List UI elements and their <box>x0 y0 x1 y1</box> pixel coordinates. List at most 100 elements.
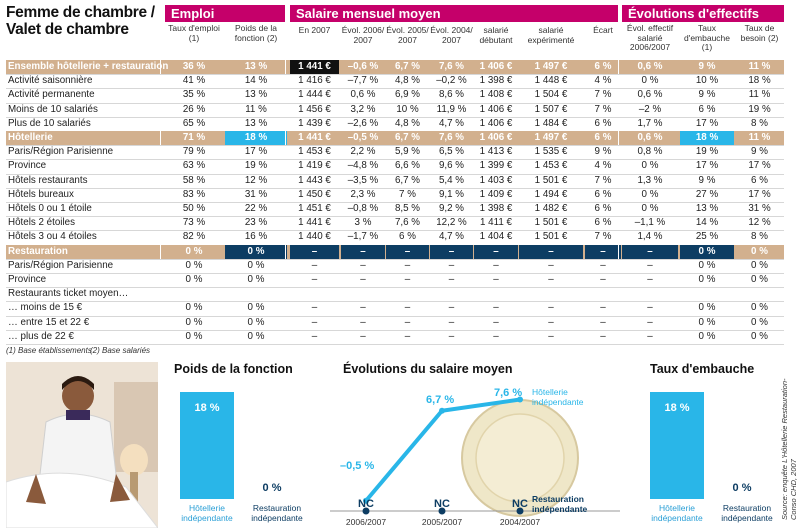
column-header: Évol. 2006/ 2007 <box>341 25 385 45</box>
row-divider <box>6 230 784 232</box>
axis-label-hotellerie: Hôtellerie indépendante <box>651 503 703 523</box>
column-divider <box>618 244 619 259</box>
table-cell: 19 % <box>748 103 771 115</box>
table-cell <box>290 287 339 301</box>
table-cell: 10 % <box>695 75 719 87</box>
table-cell: – <box>600 259 606 271</box>
table-cell: 17 % <box>695 117 719 129</box>
table-cell: 8,6 % <box>438 89 465 101</box>
row-divider <box>6 159 784 161</box>
series-point <box>439 407 445 414</box>
table-cell: – <box>600 302 606 314</box>
table-cell: 9 % <box>698 61 716 72</box>
table-cell: 0 % <box>185 245 203 257</box>
table-cell: – <box>448 316 455 328</box>
table-row: Moins de 10 salariés 26 % 11 % 1 456 € 3,2 %… <box>6 103 784 117</box>
table-cell: – <box>311 259 318 271</box>
column-divider <box>285 131 286 146</box>
table-row: Activité permanente 35 % 13 % 1 444 € 0,6 % 6… <box>6 88 784 102</box>
row-divider <box>6 315 784 317</box>
table-cell: 1 497 € <box>534 61 568 72</box>
table-cell: –3,5 % <box>347 174 379 186</box>
table-cell <box>474 287 518 301</box>
table-cell: 9 % <box>698 89 716 101</box>
table-cell: – <box>448 274 455 285</box>
table-cell: 6,7 % <box>394 132 421 143</box>
table-cell <box>680 287 734 301</box>
column-header: Taux de besoin (2) <box>740 23 779 43</box>
table-cell: – <box>600 274 606 285</box>
table-cell: – <box>386 244 429 259</box>
point-label-nc: NC <box>434 498 450 510</box>
table-cell: 13 % <box>244 117 268 129</box>
series-point-nc <box>362 507 370 515</box>
table-cell: 36 % <box>182 61 206 72</box>
source-note: Source: enquête L'Hôtellerie Restauratio… <box>780 378 798 520</box>
table-cell: 1 450 € <box>298 188 331 200</box>
table-cell: – <box>493 259 499 271</box>
column-divider <box>285 244 286 259</box>
row-divider <box>6 88 784 90</box>
table-cell: 13 % <box>244 89 268 101</box>
table-cell: 31 % <box>748 203 771 214</box>
table-cell: 0 % <box>680 244 734 259</box>
table-cell: – <box>600 330 606 342</box>
column-header: Évol. effectif salarié 2006/2007 <box>626 23 674 52</box>
point-label-nc: NC <box>358 498 374 510</box>
table-cell: 41 % <box>182 75 206 87</box>
table-cell: 0 % <box>698 259 716 271</box>
table-cell: 12 % <box>244 174 268 186</box>
table-cell: 1 441 € <box>290 60 339 75</box>
chart-salaire-title: Évolutions du salaire moyen <box>343 362 513 376</box>
table-cell <box>622 287 678 301</box>
row-divider <box>6 74 784 76</box>
bar-value-label: 0 % <box>732 482 752 494</box>
table-cell: 0 % <box>185 274 203 285</box>
column-header: salarié débutant <box>479 25 513 45</box>
row-divider <box>6 329 784 331</box>
table-cell: 4 % <box>594 75 612 87</box>
table-cell: 0 % <box>641 203 659 214</box>
bar-value-label: 18 % <box>664 402 690 414</box>
table-cell: 1,4 % <box>637 231 663 243</box>
table-cell: 9 % <box>594 146 612 158</box>
legend-hotellerie: Hôtellerie indépendante <box>532 387 584 407</box>
table-cell: 19 % <box>244 160 268 172</box>
table-cell: – <box>493 330 499 342</box>
table-cell <box>165 287 223 301</box>
table-cell: 6,7 % <box>394 174 421 186</box>
table-cell: 11,9 % <box>436 103 467 115</box>
table-cell: 1 501 € <box>534 231 568 243</box>
table-cell: –7,7 % <box>347 75 379 87</box>
table-cell: –0,5 % <box>347 132 379 143</box>
table-cell: 6 % <box>594 188 612 200</box>
table-cell: – <box>448 302 455 314</box>
table-row: Hôtels bureaux 83 % 31 % 1 450 € 2,3 % 7 % 9,1… <box>6 188 784 202</box>
table-cell: –1,7 % <box>347 231 379 243</box>
table-cell: 6 % <box>594 203 612 214</box>
row-label: Plus de 10 salariés <box>8 117 91 129</box>
table-cell: 0 % <box>641 75 659 87</box>
table-cell: – <box>360 302 366 314</box>
table-cell: 0 % <box>247 330 265 342</box>
table-cell: 8 % <box>751 117 768 129</box>
table-cell: 9,2 % <box>438 203 465 214</box>
table-cell: 11 % <box>748 89 771 101</box>
table-cell: – <box>548 259 554 271</box>
table-cell: 1 501 € <box>534 174 568 186</box>
table-cell: – <box>474 244 518 259</box>
table-cell <box>585 287 621 301</box>
row-label: … moins de 15 € <box>8 302 83 314</box>
table-cell: 7 % <box>594 89 612 101</box>
table-cell: 17 % <box>244 146 268 158</box>
x-tick-label: 2005/2007 <box>421 517 463 527</box>
table-cell: – <box>448 330 455 342</box>
table-cell: 7 % <box>399 188 416 200</box>
table-cell: 0 % <box>698 302 716 314</box>
table-cell: 7,6 % <box>438 61 465 72</box>
row-divider <box>6 173 784 175</box>
series-point-nc <box>438 507 446 515</box>
row-label: … entre 15 et 22 € <box>8 316 90 328</box>
column-divider <box>618 60 619 75</box>
table-cell: 1 456 € <box>298 103 331 115</box>
